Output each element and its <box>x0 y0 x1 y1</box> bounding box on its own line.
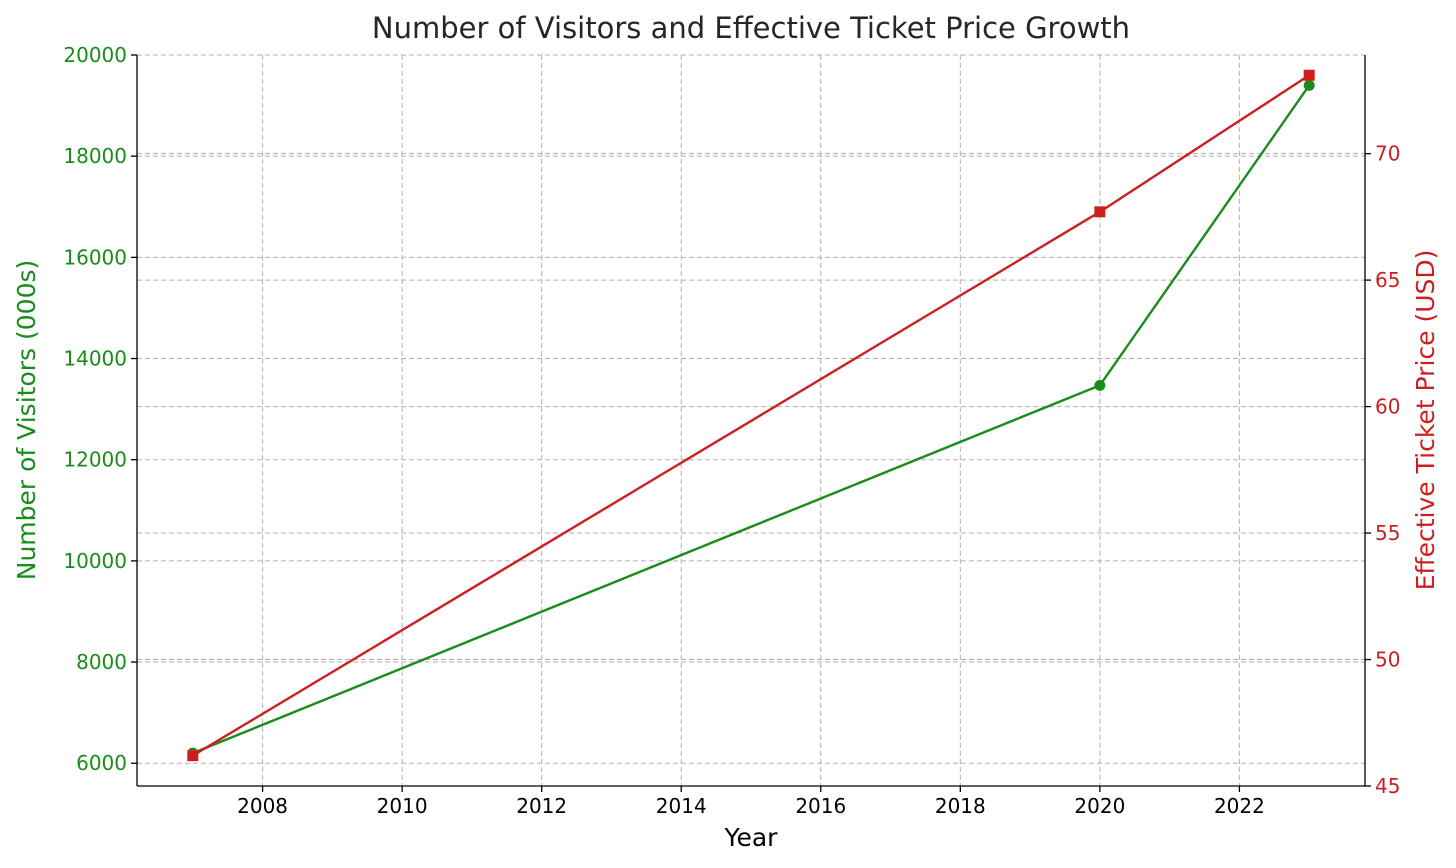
y-left-tick-label: 10000 <box>63 549 127 573</box>
ticket-price-point <box>187 750 199 762</box>
y-right-tick-label: 70 <box>1375 142 1400 166</box>
x-axis-label: Year <box>724 823 779 852</box>
series-layer <box>187 69 1315 762</box>
visitors-point <box>1094 379 1106 391</box>
y-axis-right-label: Effective Ticket Price (USD) <box>1411 250 1440 591</box>
x-tick-label: 2020 <box>1074 794 1125 818</box>
visitors-point <box>1303 79 1315 91</box>
y-right-tick-label: 65 <box>1375 268 1400 292</box>
grid <box>137 54 1365 787</box>
x-tick-label: 2018 <box>935 794 986 818</box>
chart-title: Number of Visitors and Effective Ticket … <box>372 11 1130 45</box>
y-left-tick-label: 16000 <box>63 245 127 269</box>
y-right-tick-label: 45 <box>1375 774 1400 798</box>
y-axis-left-label: Number of Visitors (000s) <box>12 260 41 580</box>
axes: 2008 2010 2012 2014 2016 2018 2020 2022 6000 8000… <box>63 43 1400 818</box>
ticket-price-series <box>187 69 1315 762</box>
x-tick-label: 2012 <box>516 794 567 818</box>
y-left-tick-label: 12000 <box>63 448 127 472</box>
y-left-tick-label: 20000 <box>63 43 127 67</box>
x-tick-label: 2014 <box>656 794 707 818</box>
y-right-tick-label: 50 <box>1375 648 1400 672</box>
x-tick-label: 2016 <box>795 794 846 818</box>
x-tick-label: 2010 <box>377 794 428 818</box>
ticket-price-line <box>192 74 1310 757</box>
ticket-price-point <box>1303 69 1315 81</box>
y-right-tick-label: 55 <box>1375 521 1400 545</box>
y-left-tick-label: 18000 <box>63 144 127 168</box>
y-left-tick-label: 6000 <box>76 751 127 775</box>
chart-text: Number of Visitors and Effective Ticket … <box>12 11 1440 852</box>
ticket-price-point <box>1094 206 1106 218</box>
x-tick-label: 2022 <box>1214 794 1265 818</box>
y-left-tick-label: 8000 <box>76 650 127 674</box>
y-right-tick-label: 60 <box>1375 395 1400 419</box>
y-left-tick-label: 14000 <box>63 347 127 371</box>
x-tick-label: 2008 <box>237 794 288 818</box>
